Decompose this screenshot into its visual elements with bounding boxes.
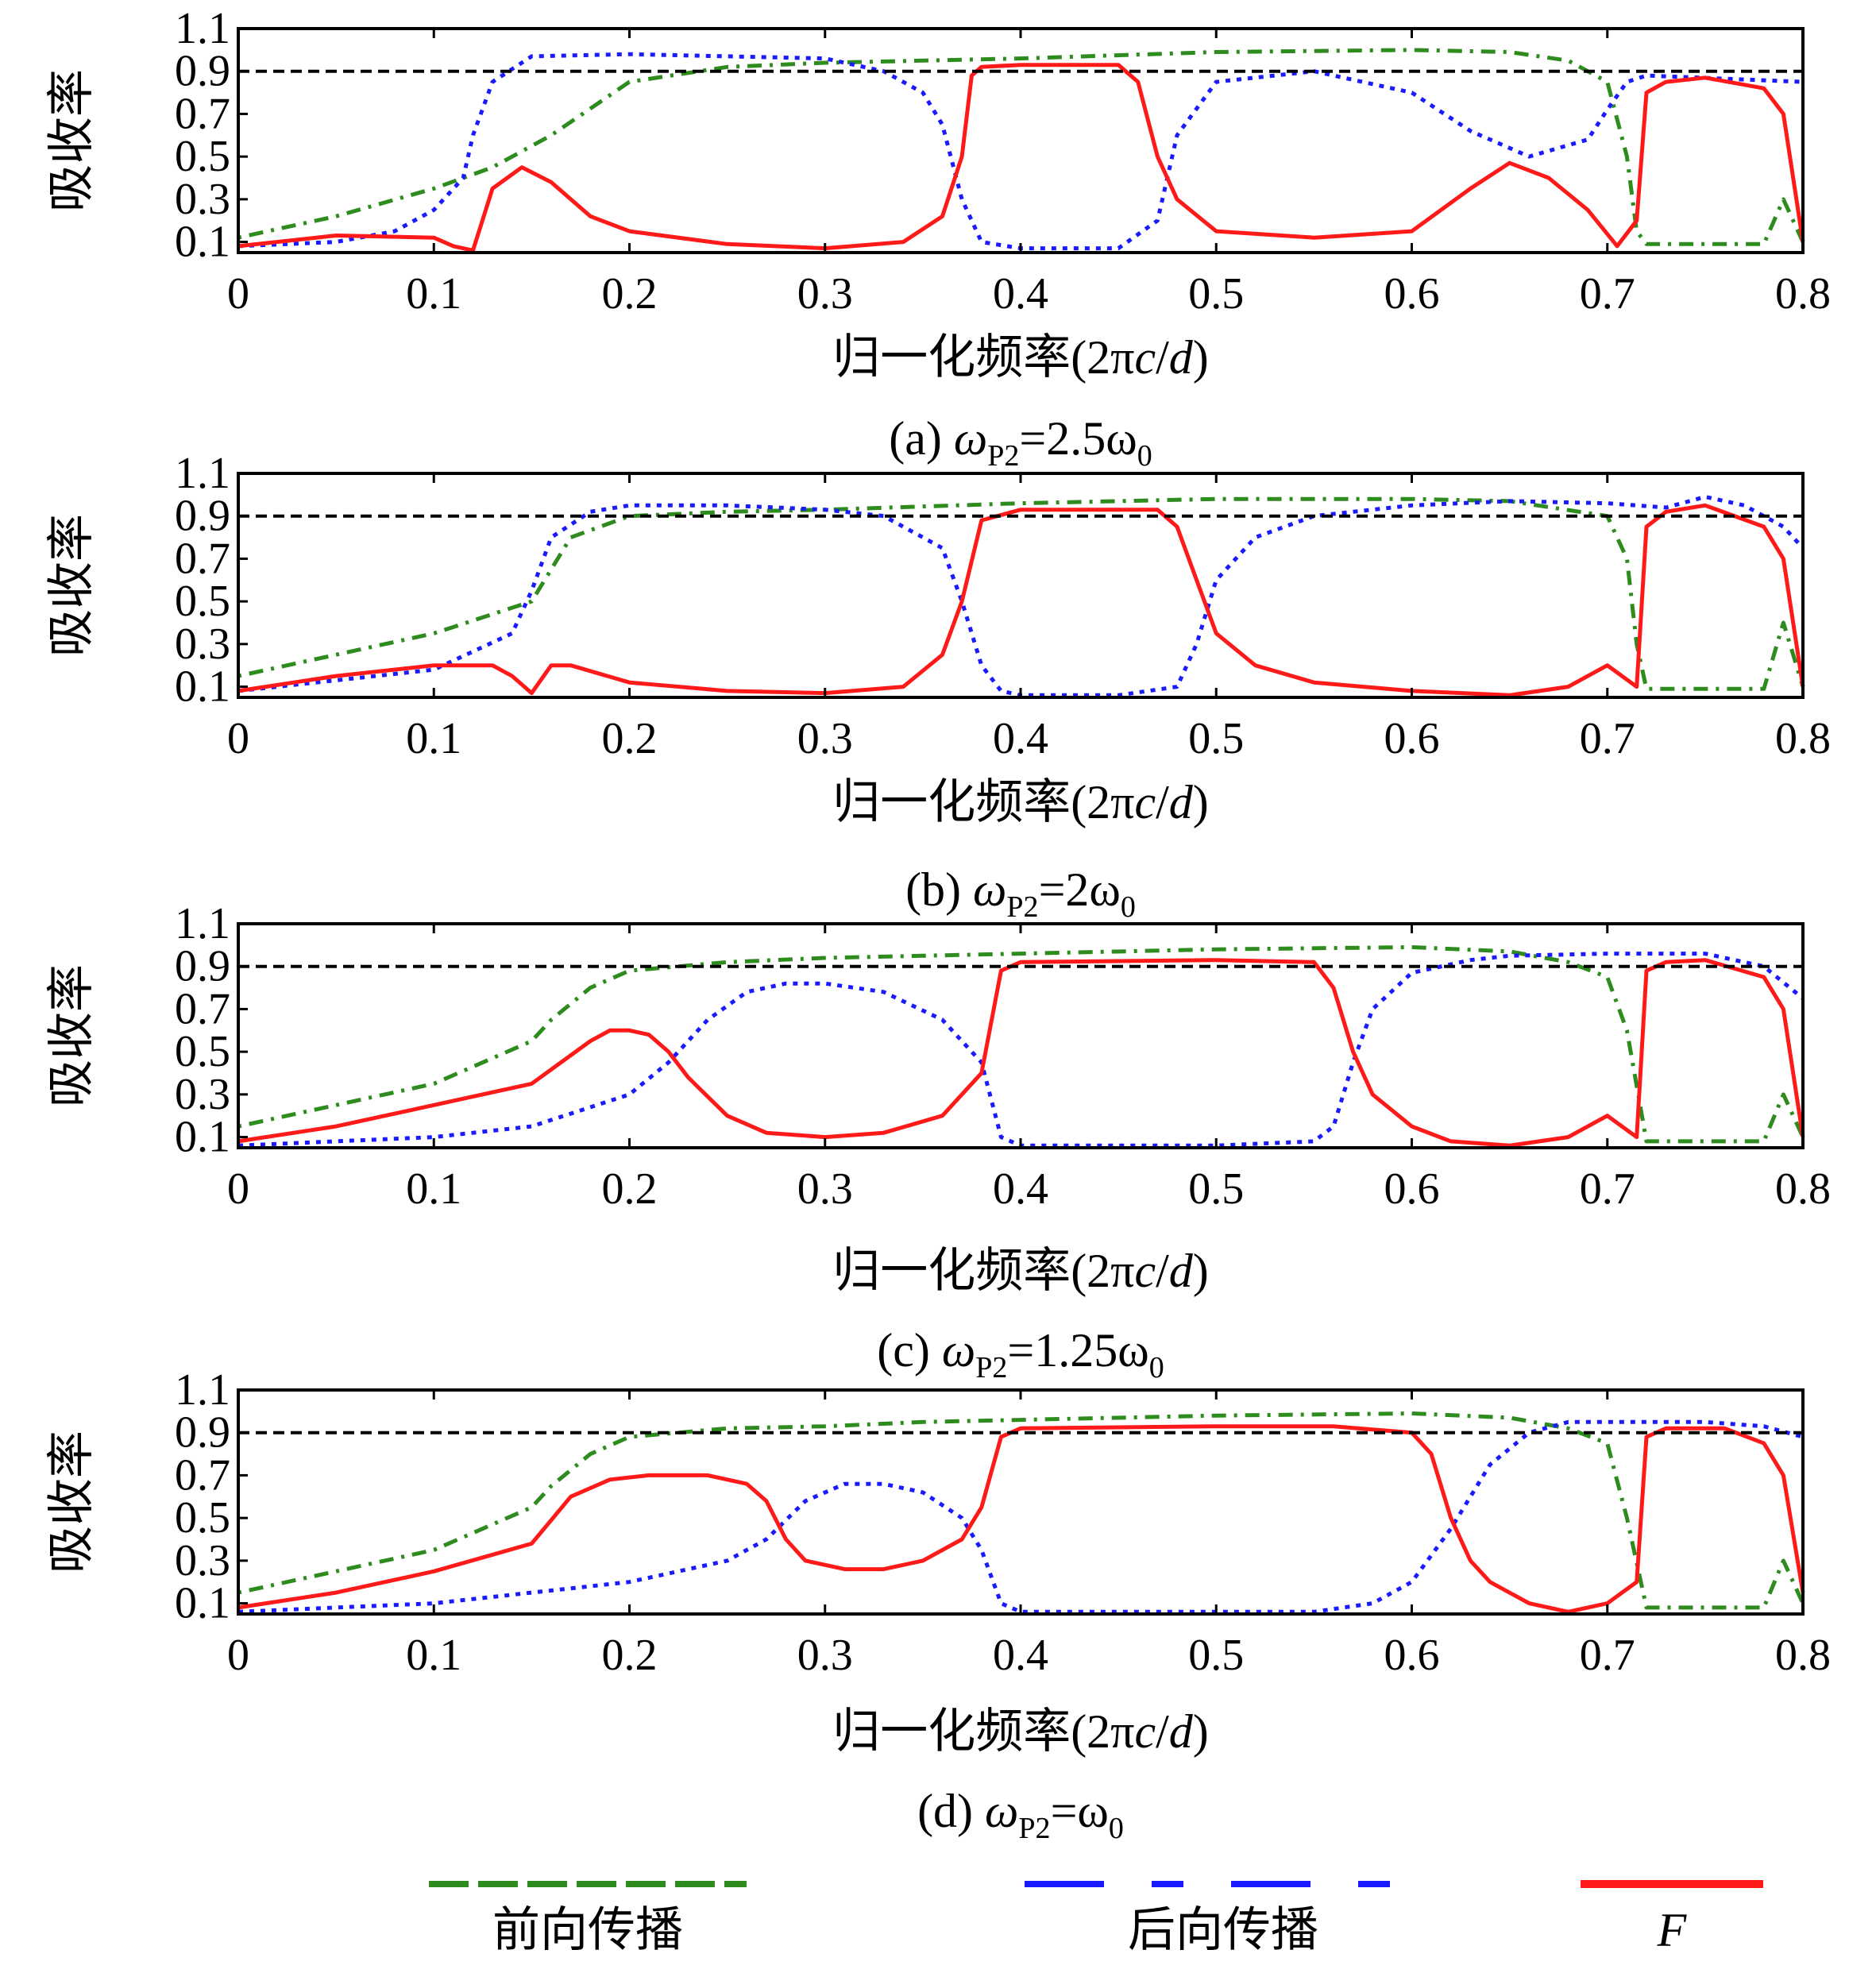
x-tick-label: 0.5 xyxy=(1188,1164,1244,1214)
x-tick-label: 0.7 xyxy=(1580,269,1635,319)
x-tick-label: 0.3 xyxy=(797,1164,853,1214)
x-tick-label: 0.7 xyxy=(1580,714,1635,763)
series-line-F xyxy=(237,1424,1805,1614)
x-tick-label: 0.1 xyxy=(406,714,461,763)
panel-b: 0 0.1 0.2 0.3 0.4 0.5 0.6 0.7 0.80.10.30.50.70.9… xyxy=(45,449,1831,924)
panel-caption: (b) ωP2=2ω0 xyxy=(905,863,1136,924)
y-tick-label: 0.7 xyxy=(175,1450,230,1500)
y-tick-label: 0.9 xyxy=(175,492,230,541)
y-tick-label: 1.1 xyxy=(175,899,230,948)
x-tick-label: 0.8 xyxy=(1775,1164,1831,1214)
panel-caption: (c) ωP2=1.25ω0 xyxy=(877,1324,1164,1384)
x-tick-label: 0.8 xyxy=(1775,714,1831,763)
y-tick-label: 0.9 xyxy=(175,1408,230,1458)
panel-caption: (d) ωP2=ω0 xyxy=(917,1785,1124,1845)
x-axis-label: 归一化频率(2πc/d) xyxy=(832,776,1209,828)
x-tick-label: 0.4 xyxy=(993,1164,1048,1214)
panel-c: 0 0.1 0.2 0.3 0.4 0.5 0.6 0.7 0.80.10.30.50.70.9… xyxy=(45,899,1831,1384)
y-tick-label: 0.7 xyxy=(175,984,230,1033)
panel-caption: (a) ωP2=2.5ω0 xyxy=(889,412,1152,473)
y-axis-label: 吸收率 xyxy=(45,964,98,1107)
y-tick-label: 1.1 xyxy=(175,4,230,53)
panel-a: 0 0.1 0.2 0.3 0.4 0.5 0.6 0.7 0.80.10.30.50.70.9… xyxy=(45,4,1831,473)
x-tick-label: 0.2 xyxy=(602,269,658,319)
series-line-backward xyxy=(237,495,1805,697)
y-axis-label: 吸收率 xyxy=(45,69,98,212)
y-tick-label: 0.1 xyxy=(175,1113,230,1162)
legend-F-label: F xyxy=(1657,1904,1688,1956)
x-tick-label: 0.7 xyxy=(1580,1164,1635,1214)
plot-frame xyxy=(237,922,1805,1149)
panel-d: 0 0.1 0.2 0.3 0.4 0.5 0.6 0.7 0.80.10.30.50.70.9… xyxy=(45,1365,1831,1845)
panels: 0 0.1 0.2 0.3 0.4 0.5 0.6 0.7 0.80.10.30.50.70.9… xyxy=(45,4,1831,1845)
legend-forward-label: 前向传播 xyxy=(492,1904,683,1956)
y-tick-label: 0.5 xyxy=(175,577,230,626)
x-tick-label: 0.6 xyxy=(1384,1164,1440,1214)
x-tick-label: 0.2 xyxy=(602,1164,658,1214)
x-tick-label: 0.4 xyxy=(993,269,1048,319)
y-tick-label: 0.7 xyxy=(175,534,230,583)
x-tick-label: 0.2 xyxy=(602,714,658,763)
series-line-forward xyxy=(237,48,1805,246)
y-tick-label: 0.1 xyxy=(175,662,230,712)
x-tick-label: 0.1 xyxy=(406,1631,461,1680)
y-tick-label: 0.9 xyxy=(175,942,230,991)
x-tick-label: 0.1 xyxy=(406,1164,461,1214)
x-tick-label: 0.4 xyxy=(993,714,1048,763)
series-line-F xyxy=(237,958,1805,1148)
series-line-F xyxy=(237,503,1805,697)
x-tick-label: 0 xyxy=(227,714,249,763)
y-tick-label: 1.1 xyxy=(175,449,230,498)
x-tick-label: 0.3 xyxy=(797,269,853,319)
y-tick-label: 0.3 xyxy=(175,1070,230,1119)
series-line-backward xyxy=(237,1419,1804,1614)
y-axis-label: 吸收率 xyxy=(45,1431,98,1573)
plot-frame xyxy=(237,27,1805,254)
y-tick-label: 0.5 xyxy=(175,1027,230,1076)
x-tick-label: 0.6 xyxy=(1384,1631,1440,1680)
series-line-forward xyxy=(237,496,1805,691)
y-tick-label: 0.3 xyxy=(175,175,230,224)
x-tick-label: 0.5 xyxy=(1188,1631,1244,1680)
x-tick-label: 0.6 xyxy=(1384,269,1440,319)
x-tick-label: 0.5 xyxy=(1188,269,1244,319)
x-tick-label: 0.8 xyxy=(1775,269,1831,319)
x-tick-label: 0.1 xyxy=(406,269,461,319)
legend: 前向传播 后向传播 F xyxy=(429,1880,1763,1956)
y-tick-label: 0.1 xyxy=(175,218,230,267)
y-tick-label: 0.9 xyxy=(175,47,230,96)
x-axis-label: 归一化频率(2πc/d) xyxy=(832,331,1209,384)
y-tick-label: 0.1 xyxy=(175,1579,230,1628)
x-tick-label: 0.5 xyxy=(1188,714,1244,763)
x-tick-label: 0 xyxy=(227,1631,249,1680)
y-tick-label: 0.3 xyxy=(175,620,230,669)
series-line-F xyxy=(237,63,1805,253)
x-axis-label: 归一化频率(2πc/d) xyxy=(832,1705,1209,1758)
x-axis-label: 归一化频率(2πc/d) xyxy=(832,1245,1209,1297)
x-tick-label: 0.4 xyxy=(993,1631,1048,1680)
x-tick-label: 0.8 xyxy=(1775,1631,1831,1680)
x-tick-label: 0.2 xyxy=(602,1631,658,1680)
x-tick-label: 0.7 xyxy=(1580,1631,1635,1680)
series-line-forward xyxy=(237,1411,1805,1610)
y-tick-label: 0.5 xyxy=(175,1493,230,1542)
series-line-backward xyxy=(237,952,1805,1148)
y-axis-label: 吸收率 xyxy=(45,514,98,657)
x-tick-label: 0 xyxy=(227,1164,249,1214)
y-tick-label: 0.5 xyxy=(175,132,230,181)
x-tick-label: 0.6 xyxy=(1384,714,1440,763)
legend-backward-label: 后向传播 xyxy=(1128,1904,1318,1956)
x-tick-label: 0.3 xyxy=(797,1631,853,1680)
y-tick-label: 1.1 xyxy=(175,1365,230,1415)
y-tick-label: 0.3 xyxy=(175,1536,230,1585)
series-line-backward xyxy=(237,52,1804,251)
y-tick-label: 0.7 xyxy=(175,89,230,138)
series-line-forward xyxy=(237,945,1805,1144)
x-tick-label: 0.3 xyxy=(797,714,853,763)
x-tick-label: 0 xyxy=(227,269,249,319)
